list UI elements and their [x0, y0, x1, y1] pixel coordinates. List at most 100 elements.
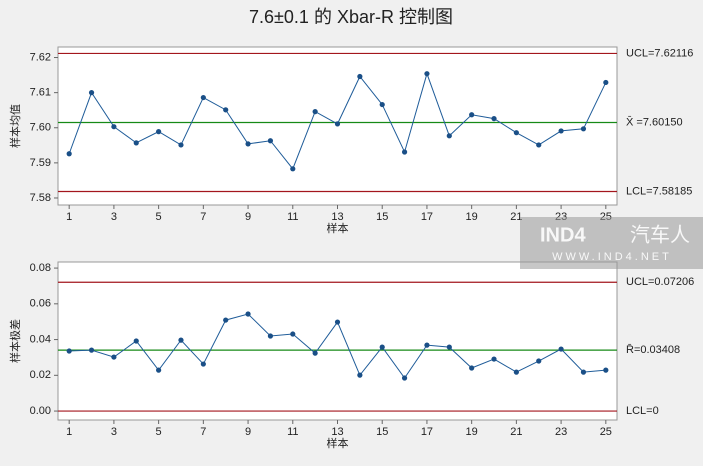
y-axis-label: 样本极差 [8, 319, 22, 363]
y-tick-label: 7.60 [30, 122, 51, 134]
x-axis-label: 样本 [327, 436, 349, 450]
data-point [245, 141, 251, 147]
data-point [88, 90, 95, 96]
data-point [491, 116, 497, 122]
data-point [267, 138, 274, 144]
x-tick-label: 5 [156, 426, 162, 438]
data-point [603, 367, 609, 373]
data-point [603, 79, 609, 86]
data-point [513, 130, 519, 136]
data-point [200, 361, 206, 367]
x-tick-label: 15 [376, 211, 388, 223]
x-tick-label: 3 [111, 426, 117, 438]
data-point [66, 348, 72, 354]
data-point [357, 372, 363, 378]
y-tick-label: 7.62 [30, 51, 51, 63]
y-axis-label: 样本均值 [8, 104, 22, 148]
control-line-label: LCL=7.58185 [626, 185, 692, 197]
data-point [469, 112, 475, 118]
data-point [334, 319, 341, 325]
data-point [223, 317, 229, 323]
control-line-label: UCL=7.62116 [626, 47, 693, 59]
data-point [580, 126, 587, 132]
control-line-label: X̄ =7.60150 [626, 116, 683, 129]
y-tick-label: 7.61 [30, 87, 51, 99]
x-tick-label: 7 [200, 211, 206, 223]
data-point [513, 369, 519, 375]
data-point [267, 333, 274, 339]
y-tick-label: 0.08 [30, 262, 51, 274]
data-point [469, 365, 475, 371]
control-line-label: UCL=0.07206 [626, 276, 694, 288]
x-tick-label: 11 [287, 426, 298, 438]
data-point [446, 344, 452, 350]
data-point [491, 356, 497, 362]
control-line-label: R̄=0.03408 [626, 343, 680, 356]
x-tick-label: 1 [66, 426, 72, 438]
data-point [223, 107, 229, 113]
watermark-box [520, 217, 703, 269]
data-point [133, 140, 139, 146]
data-point [245, 311, 251, 317]
data-point [312, 350, 318, 356]
data-point [66, 151, 72, 157]
x-tick-label: 21 [510, 426, 522, 438]
data-point [133, 338, 139, 344]
data-point [200, 94, 206, 101]
plot-area [57, 261, 618, 421]
data-point [424, 342, 430, 348]
x-tick-label: 3 [111, 211, 117, 223]
watermark: IND4 汽车人 WWW.IND4.NET [520, 217, 703, 269]
y-tick-label: 7.58 [30, 192, 51, 204]
data-point [558, 128, 564, 134]
data-point [334, 121, 341, 127]
data-point [178, 142, 184, 148]
watermark-logo: IND4 [540, 224, 586, 246]
data-point [536, 358, 542, 364]
y-tick-label: 0.06 [30, 298, 51, 310]
x-tick-label: 17 [421, 426, 433, 438]
y-tick-label: 0.00 [30, 405, 51, 417]
x-tick-label: 15 [376, 426, 388, 438]
data-point [357, 73, 363, 80]
x-tick-label: 19 [466, 211, 478, 223]
y-tick-label: 0.02 [30, 369, 51, 381]
x-tick-label: 5 [156, 211, 162, 223]
data-point [558, 346, 564, 352]
data-point [424, 71, 430, 77]
data-point [446, 133, 452, 139]
data-point [536, 142, 542, 148]
y-tick-label: 7.59 [30, 157, 51, 169]
x-tick-label: 13 [331, 426, 343, 438]
data-point [156, 367, 162, 373]
watermark-name: 汽车人 [630, 223, 690, 246]
x-tick-label: 9 [245, 426, 251, 438]
data-point [580, 369, 587, 375]
chart-title: 7.6±0.1 的 Xbar-R 控制图 [249, 7, 453, 27]
data-point [178, 337, 184, 343]
x-tick-label: 17 [421, 211, 433, 223]
data-point [312, 109, 318, 115]
data-point [401, 375, 408, 381]
data-point [379, 101, 385, 108]
x-axis-label: 样本 [327, 221, 349, 235]
data-point [379, 344, 385, 350]
x-tick-label: 19 [466, 426, 478, 438]
x-tick-label: 11 [287, 211, 298, 223]
data-point [111, 354, 117, 360]
y-tick-label: 0.04 [30, 333, 51, 345]
x-tick-label: 9 [245, 211, 251, 223]
data-point [111, 124, 117, 130]
x-tick-label: 13 [331, 211, 343, 223]
data-point [401, 149, 408, 155]
watermark-url: WWW.IND4.NET [552, 251, 672, 263]
x-tick-label: 7 [200, 426, 206, 438]
data-point [156, 129, 162, 135]
data-point [290, 331, 296, 337]
x-tick-label: 21 [510, 211, 522, 223]
data-point [88, 347, 95, 353]
control-line-label: LCL=0 [626, 405, 659, 417]
x-tick-label: 25 [600, 426, 612, 438]
